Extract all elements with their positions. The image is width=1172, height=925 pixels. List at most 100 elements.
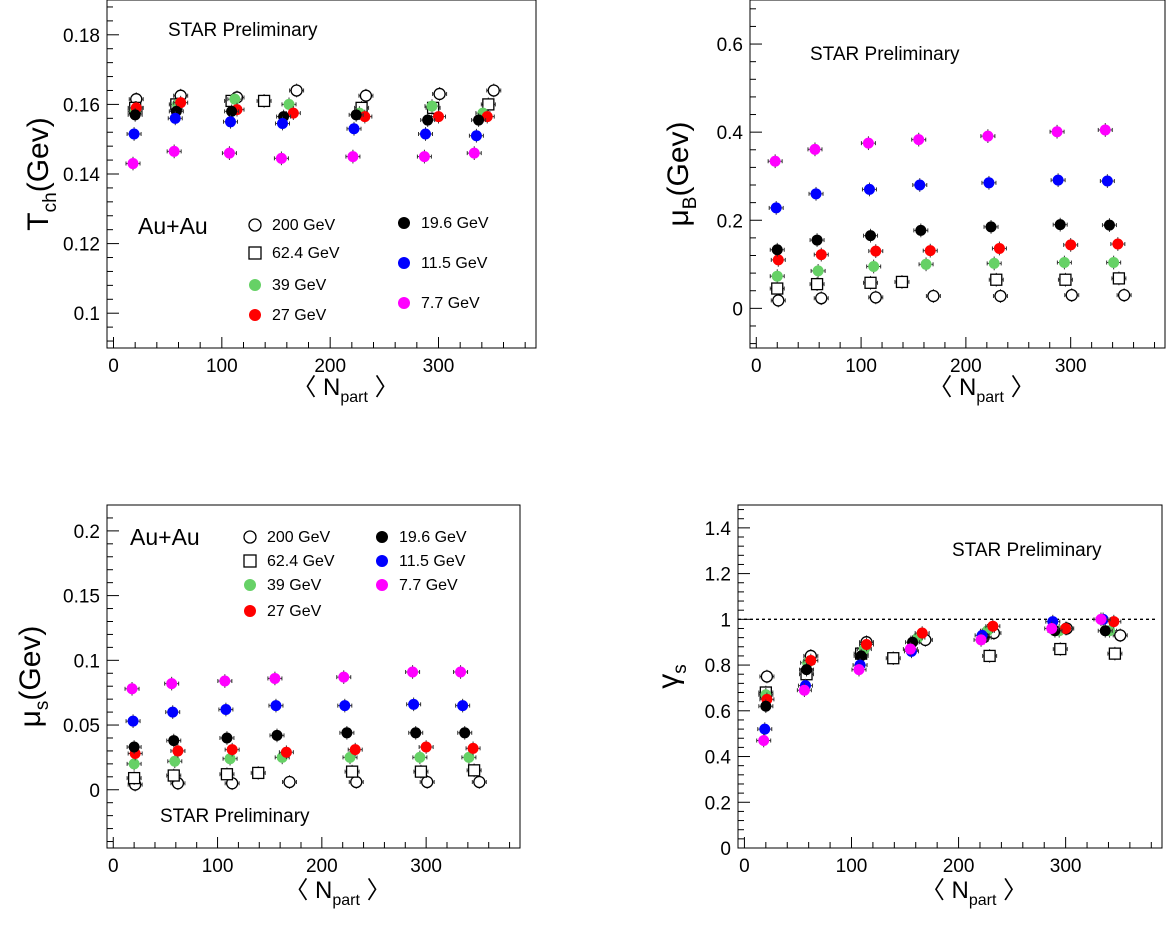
- x-axis-title-bracket-open: 〈: [284, 877, 315, 904]
- data-point: [283, 775, 296, 789]
- legend-marker: [243, 530, 257, 544]
- x-axis-title-sub: part: [340, 389, 368, 406]
- data-point: [470, 130, 482, 142]
- series-s62: [126, 763, 482, 785]
- data-point: [809, 143, 821, 155]
- data-point: [1112, 272, 1126, 285]
- data-point: [863, 183, 875, 195]
- data-point: [408, 698, 420, 710]
- data-point: [1095, 613, 1107, 625]
- series-s27: [770, 237, 1126, 267]
- legend-marker: [376, 531, 388, 543]
- data-point: [169, 112, 181, 124]
- data-point: [225, 116, 236, 128]
- data-point: [271, 729, 283, 741]
- plot-frame: [749, 0, 1166, 349]
- legend-marker: [398, 257, 410, 269]
- data-point: [252, 766, 265, 780]
- y-tick-label: 0.6: [705, 702, 731, 723]
- legend: 200 GeV 62.4 GeV 39 GeV 27 GeV 19.6 GeV 11.5 …: [243, 529, 467, 620]
- x-axis-title: 〈 Npart 〉: [921, 877, 1027, 909]
- data-point: [221, 732, 233, 744]
- x-axis-title-bracket-close: 〉: [360, 877, 391, 904]
- data-point: [226, 105, 238, 117]
- x-tick-label: 100: [206, 356, 238, 377]
- data-point: [172, 745, 184, 757]
- legend-marker: [244, 579, 256, 591]
- x-axis-title-main: N: [952, 877, 969, 904]
- y-axis-title-unit: (Gev): [14, 626, 47, 701]
- x-tick-label: 300: [1050, 856, 1082, 877]
- series-s27: [759, 614, 1122, 707]
- x-axis-title-bracket-open: 〈: [292, 374, 323, 401]
- y-tick-label: 0.2: [705, 793, 731, 814]
- x-axis-title: 〈 Npart 〉: [928, 374, 1034, 406]
- x-axis-title-sub: part: [332, 892, 360, 909]
- data-point: [1117, 288, 1131, 302]
- data-point: [345, 765, 359, 778]
- data-point: [348, 123, 360, 135]
- legend: 200 GeV 62.4 GeV 39 GeV 27 GeV 19.6 GeV 11.5 …: [248, 215, 489, 324]
- data-point: [1058, 257, 1070, 269]
- legend-marker: [398, 217, 410, 229]
- y-tick-label: 0: [732, 299, 743, 320]
- series-s19: [769, 217, 1117, 257]
- data-point: [815, 249, 827, 261]
- data-point: [359, 89, 373, 102]
- data-point: [422, 114, 434, 126]
- data-point: [982, 130, 994, 142]
- x-axis-title-main: N: [323, 374, 340, 401]
- y-axis-title-sub: s: [32, 701, 53, 711]
- y-axis-title: μs(Gev): [14, 626, 53, 728]
- data-point: [914, 179, 926, 191]
- data-point: [344, 751, 356, 763]
- y-axis-title-main: γ: [652, 674, 685, 689]
- x-axis-title-bracket-close: 〉: [1004, 374, 1035, 401]
- data-point: [350, 109, 362, 121]
- data-point: [457, 700, 469, 712]
- data-point: [1108, 616, 1120, 628]
- x-tick-label: 200: [314, 356, 346, 377]
- x-axis-title-main: N: [959, 374, 976, 401]
- series-s7: [124, 665, 469, 696]
- annotation: STAR Preliminary: [810, 44, 960, 65]
- annotation: STAR Preliminary: [952, 540, 1102, 561]
- data-point: [487, 84, 500, 97]
- data-point: [418, 151, 430, 163]
- data-point: [280, 746, 292, 758]
- data-point: [467, 742, 479, 754]
- data-point: [426, 100, 438, 112]
- data-point: [420, 128, 431, 140]
- plot-frame: [737, 504, 1163, 849]
- data-point: [167, 706, 179, 718]
- y-tick-label: 0.4: [705, 748, 732, 769]
- y-axis-title-sub: ch: [40, 192, 61, 212]
- series-s39: [126, 750, 477, 771]
- series-s39: [769, 255, 1122, 284]
- series-s7: [767, 123, 1113, 169]
- legend-label: 39 GeV: [272, 277, 327, 294]
- annotation: Au+Au: [130, 524, 200, 550]
- y-tick-label: 0.6: [717, 35, 743, 56]
- data-point: [770, 202, 782, 214]
- x-tick-label: 100: [845, 356, 877, 377]
- data-point: [128, 128, 140, 140]
- data-point: [359, 111, 371, 123]
- data-point: [128, 741, 140, 753]
- data-point: [975, 634, 987, 646]
- y-tick-label: 0.8: [705, 656, 731, 677]
- x-tick-label: 300: [1055, 356, 1087, 377]
- y-tick-label: 0.2: [717, 211, 743, 232]
- legend-label: 7.7 GeV: [399, 577, 458, 594]
- series-s200: [127, 775, 487, 792]
- legend-label: 200 GeV: [272, 217, 335, 234]
- y-axis-title: μB(Gev): [662, 122, 701, 227]
- panel-tch: 0 100 200 300 0.1 0.12 0.14 0.16 0.18 Tch(Gev) 〈 N…: [22, 0, 537, 406]
- x-axis-title-bracket-open: 〈: [921, 877, 952, 904]
- panel-mus: 0 100 200 300 0 0.05 0.1 0.15 0.2 μs(Gev) 〈 Npart …: [14, 504, 521, 909]
- data-point: [166, 678, 178, 690]
- data-point: [811, 234, 823, 246]
- x-tick-label: 0: [108, 356, 119, 377]
- y-tick-label: 0.18: [63, 26, 100, 47]
- y-tick-label: 0.2: [74, 522, 100, 543]
